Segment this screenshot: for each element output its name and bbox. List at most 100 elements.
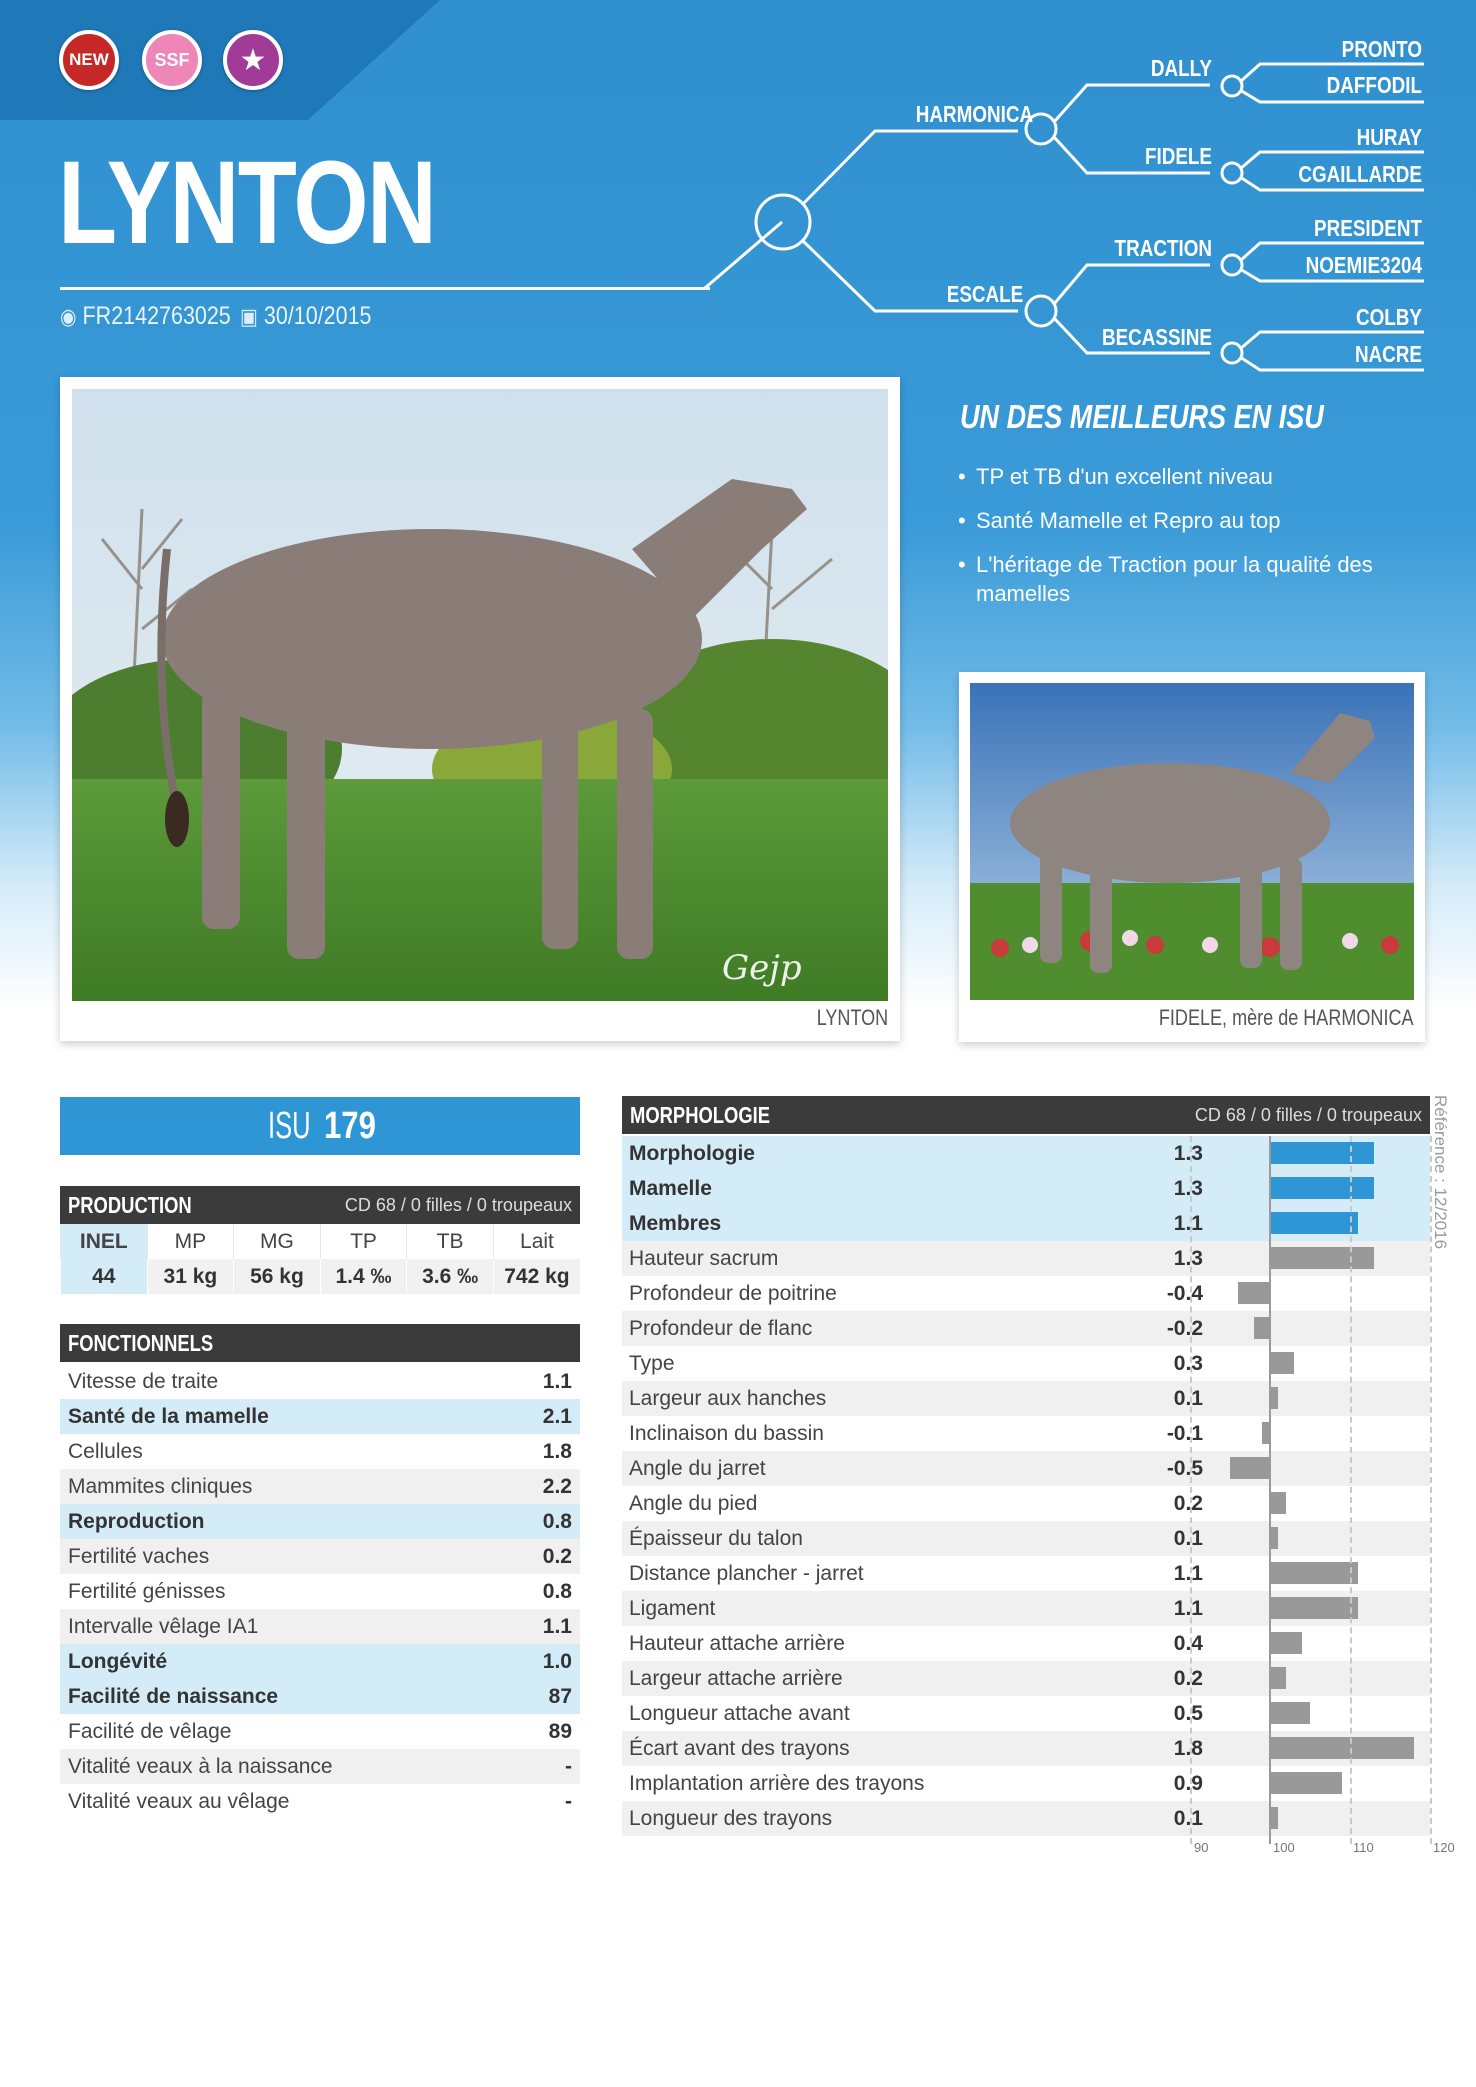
- morphologie-bar: [1270, 1772, 1342, 1794]
- fonctionnels-label: Fertilité vaches: [68, 1544, 210, 1568]
- fonctionnels-row: Facilité de naissance 87: [60, 1679, 580, 1714]
- morphologie-value: -0.1: [1166, 1422, 1203, 1445]
- photo-watermark: Gejp: [722, 948, 802, 988]
- morphologie-bar: [1270, 1387, 1278, 1409]
- fonctionnels-row: Cellules 1.8: [60, 1434, 580, 1469]
- morphologie-bar: [1270, 1562, 1358, 1584]
- morphologie-bar: [1270, 1212, 1358, 1234]
- morphologie-axis-tick: 110: [1353, 1840, 1374, 1855]
- morphologie-label: Longueur attache avant: [629, 1702, 850, 1725]
- highlight-item: Santé Mamelle et Repro au top: [958, 506, 1428, 535]
- morphologie-gridline: [1190, 1136, 1192, 1844]
- pedigree-sire: HARMONICA: [915, 101, 1034, 127]
- production-title: PRODUCTION: [68, 1191, 192, 1218]
- dam-photo-placeholder: [970, 683, 1414, 1000]
- production-col-header: TB: [406, 1224, 494, 1259]
- pedigree-dss: PRESIDENT: [1314, 215, 1422, 241]
- production-col-header: INEL: [60, 1224, 148, 1259]
- morphologie-bar: [1270, 1807, 1278, 1829]
- morphologie-value: -0.4: [1166, 1282, 1203, 1305]
- fonctionnels-label: Vitalité veaux au vêlage: [68, 1789, 290, 1813]
- morphologie-bar: [1230, 1457, 1270, 1479]
- star-badge-icon: ★: [223, 30, 283, 90]
- pedigree-sds: HURAY: [1356, 124, 1422, 150]
- pedigree-dd: BECASSINE: [1101, 324, 1212, 350]
- pedigree-ds: TRACTION: [1114, 235, 1212, 261]
- fonctionnels-label: Longévité: [68, 1649, 168, 1673]
- morphologie-value: 1.3: [1173, 1247, 1203, 1270]
- morphologie-value: 0.1: [1173, 1387, 1203, 1410]
- fonctionnels-row: Vitalité veaux à la naissance -: [60, 1749, 580, 1784]
- morphologie-value: 1.1: [1173, 1212, 1203, 1235]
- morphologie-value: 0.2: [1173, 1492, 1203, 1515]
- production-meta: CD 68 / 0 filles / 0 troupeaux: [344, 1194, 572, 1215]
- isu-label: ISU: [268, 1104, 311, 1147]
- morphologie-label: Profondeur de poitrine: [629, 1282, 837, 1305]
- morphologie-row: Inclinaison du bassin -0.1: [622, 1416, 1430, 1451]
- morphologie-label: Distance plancher - jarret: [629, 1562, 864, 1585]
- production-header: PRODUCTION CD 68 / 0 filles / 0 troupeau…: [60, 1186, 580, 1224]
- morphologie-label: Angle du jarret: [629, 1457, 766, 1480]
- fonctionnels-label: Cellules: [68, 1439, 143, 1463]
- morphologie-label: Profondeur de flanc: [629, 1317, 813, 1340]
- morphologie-axis-tick: 100: [1273, 1840, 1295, 1855]
- morphologie-value: 1.1: [1173, 1562, 1203, 1585]
- animal-id: ◉ FR2142763025: [60, 302, 231, 330]
- morphologie-value: 1.3: [1173, 1177, 1203, 1200]
- morphologie-label: Implantation arrière des trayons: [629, 1772, 925, 1795]
- morphologie-bar: [1270, 1527, 1278, 1549]
- morphologie-row: Membres 1.1: [622, 1206, 1430, 1241]
- morphologie-label: Épaisseur du talon: [629, 1527, 803, 1550]
- morphologie-label: Hauteur sacrum: [629, 1247, 779, 1270]
- headline: UN DES MEILLEURS EN ISU: [960, 398, 1324, 435]
- fonctionnels-label: Santé de la mamelle: [68, 1404, 269, 1428]
- pedigree-ss: DALLY: [1150, 55, 1212, 81]
- highlight-item: L'héritage de Traction pour la qualité d…: [958, 550, 1428, 608]
- morphologie-value: 0.1: [1173, 1527, 1203, 1550]
- morphologie-bar: [1270, 1142, 1374, 1164]
- morphologie-value: 0.1: [1173, 1807, 1203, 1830]
- birth-date: ▣ 30/10/2015: [240, 302, 372, 330]
- isu-value: 179: [324, 1104, 377, 1147]
- pedigree-ssd: DAFFODIL: [1326, 72, 1422, 98]
- calendar-icon: ▣: [240, 303, 258, 329]
- morphologie-label: Écart avant des trayons: [629, 1737, 850, 1760]
- morphologie-row: Largeur attache arrière 0.2: [622, 1661, 1430, 1696]
- morphologie-row: Épaisseur du talon 0.1: [622, 1521, 1430, 1556]
- ssf-badge-icon: SSF: [142, 30, 202, 90]
- morphologie-bar: [1270, 1597, 1358, 1619]
- production-value: 1.4 ‰: [319, 1259, 407, 1294]
- morphologie-row: Profondeur de poitrine -0.4: [622, 1276, 1430, 1311]
- morphologie-bar: [1254, 1317, 1270, 1339]
- highlights-list: TP et TB d'un excellent niveau Santé Mam…: [958, 462, 1428, 623]
- morphologie-label: Mamelle: [629, 1177, 712, 1200]
- main-photo: Gejp LYNTON: [60, 377, 900, 1041]
- morphologie-value: 0.2: [1173, 1667, 1203, 1690]
- morphologie-bar: [1270, 1632, 1302, 1654]
- fonctionnels-label: Vitesse de traite: [68, 1369, 219, 1393]
- fonctionnels-value: 0.2: [542, 1544, 572, 1568]
- morphologie-value: 0.3: [1173, 1352, 1203, 1375]
- morphologie-row: Mamelle 1.3: [622, 1171, 1430, 1206]
- title-underline: [60, 287, 710, 290]
- morphologie-row: Longueur attache avant 0.5: [622, 1696, 1430, 1731]
- morphologie-row: Hauteur attache arrière 0.4: [622, 1626, 1430, 1661]
- fonctionnels-label: Intervalle vêlage IA1: [68, 1614, 259, 1638]
- morphologie-value: 1.8: [1173, 1737, 1203, 1760]
- main-photo-image: Gejp: [72, 389, 888, 1001]
- production-header-row: INEL MP MG TP TB Lait: [60, 1224, 580, 1259]
- side-photo-caption: FIDELE, mère de HARMONICA: [1159, 1005, 1414, 1030]
- pedigree-sss: PRONTO: [1341, 36, 1422, 62]
- fonctionnels-value: 1.1: [542, 1369, 572, 1393]
- fonctionnels-list: Vitesse de traite 1.1 Santé de la mamelle 2…: [60, 1364, 580, 1819]
- fonctionnels-label: Facilité de vêlage: [68, 1719, 232, 1743]
- morphologie-bar: [1270, 1352, 1294, 1374]
- morphologie-gridline: [1430, 1136, 1432, 1844]
- morphologie-label: Largeur aux hanches: [629, 1387, 827, 1410]
- cow-photo-placeholder: Gejp: [72, 389, 888, 1001]
- morphologie-label: Ligament: [629, 1597, 716, 1620]
- fonctionnels-row: Longévité 1.0: [60, 1644, 580, 1679]
- morphologie-row: Angle du pied 0.2: [622, 1486, 1430, 1521]
- morphologie-value: 1.1: [1173, 1597, 1203, 1620]
- morphologie-row: Morphologie 1.3: [622, 1136, 1430, 1171]
